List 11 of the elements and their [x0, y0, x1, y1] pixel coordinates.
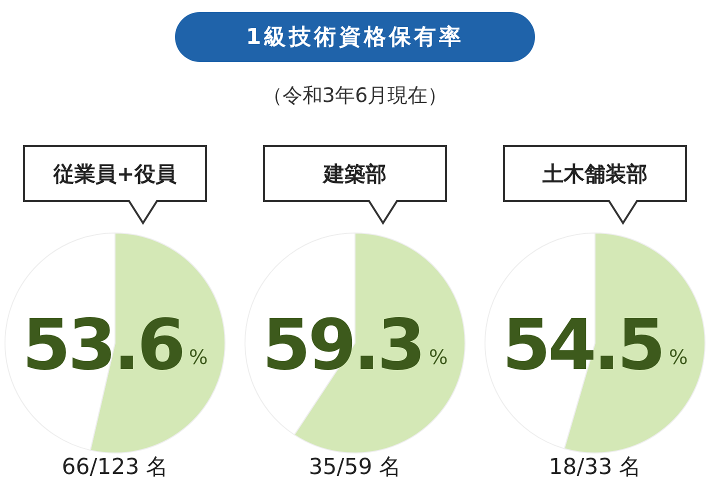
text: 35/59 名: [308, 454, 402, 482]
text: 1級技術資格保有率: [175, 12, 535, 62]
text: 66/123 名: [60, 454, 170, 482]
data-label: 59.3%: [262, 304, 448, 386]
chart-title: 従業員+役員: [52, 160, 178, 188]
chart-title: 建築部: [321, 160, 388, 188]
chart-title: 土木舗装部: [542, 160, 648, 188]
text: （令和3年6月現在）: [261, 82, 449, 109]
text: 18/33 名: [548, 454, 642, 482]
data-label: 53.6%: [22, 304, 208, 386]
data-label: 54.5%: [502, 304, 688, 386]
